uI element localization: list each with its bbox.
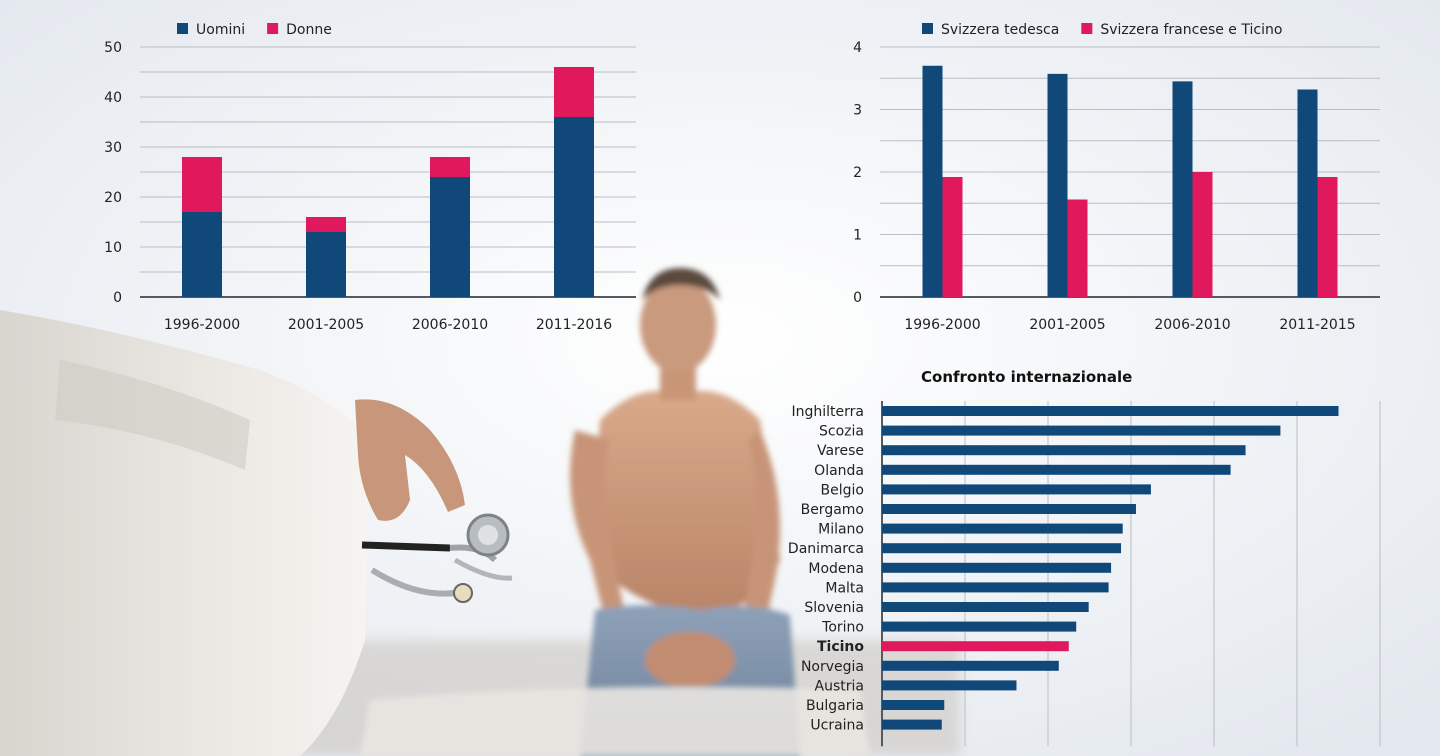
bar — [882, 582, 1109, 593]
x-tick-label: 2011-2015 — [1279, 317, 1355, 333]
bar-series-1 — [922, 65, 943, 297]
y-tick-label: 4 — [853, 40, 862, 56]
bar-series-2 — [1067, 199, 1088, 297]
category-label: Inghilterra — [792, 404, 865, 420]
bar-uomini — [182, 212, 222, 297]
legend-label: Uomini — [196, 22, 245, 38]
category-label: Scozia — [819, 424, 864, 440]
category-label: Danimarca — [788, 541, 864, 557]
y-tick-label: 0 — [113, 290, 122, 306]
category-label: Malta — [825, 580, 864, 596]
bar-highlight — [882, 641, 1069, 652]
legend-label: Svizzera tedesca — [941, 22, 1059, 38]
legend-swatch — [1081, 23, 1093, 34]
bar — [882, 700, 945, 710]
y-tick-label: 30 — [104, 140, 122, 156]
bar-series-1 — [1172, 81, 1193, 297]
category-label: Torino — [821, 620, 864, 636]
bar — [882, 562, 1112, 573]
x-tick-label: 2011-2016 — [536, 317, 612, 333]
y-tick-label: 40 — [104, 90, 122, 106]
x-tick-label: 2006-2010 — [412, 317, 488, 333]
y-tick-label: 10 — [104, 240, 122, 256]
chart-title: Confronto internazionale — [921, 368, 1132, 386]
legend-swatch — [267, 23, 279, 34]
bar — [882, 621, 1077, 632]
bar — [882, 543, 1122, 554]
bar-series-2 — [1317, 177, 1338, 297]
chart-cases-by-sex: 0 10 20 30 40 50 1996-2000 2001-2005 2006-2010 20… — [104, 22, 636, 333]
bar — [882, 406, 1339, 416]
category-label: Slovenia — [804, 600, 864, 616]
bar — [882, 660, 1059, 671]
table-edge — [360, 686, 870, 756]
x-tick-label: 2001-2005 — [1029, 317, 1105, 333]
category-label: Olanda — [814, 463, 864, 479]
bar-uomini — [554, 117, 594, 297]
x-tick-label: 2001-2005 — [288, 317, 364, 333]
bar — [882, 484, 1151, 495]
bar-series-1 — [1047, 73, 1068, 297]
stethoscope-icon — [361, 513, 513, 603]
y-tick-label: 20 — [104, 190, 122, 206]
category-label: Milano — [818, 522, 864, 538]
y-tick-label: 3 — [853, 103, 862, 119]
category-label: Varese — [817, 443, 864, 459]
x-tick-label: 1996-2000 — [904, 317, 980, 333]
y-tick-label: 50 — [104, 40, 122, 56]
bar-donne — [306, 217, 346, 232]
bar-donne — [430, 157, 470, 177]
category-label: Austria — [815, 678, 864, 694]
bar — [882, 445, 1246, 456]
doctor-hand — [355, 399, 465, 521]
category-label: Bulgaria — [806, 698, 864, 714]
bar-series-1 — [1297, 89, 1318, 297]
y-tick-label: 2 — [853, 165, 862, 181]
bar-donne — [182, 157, 222, 212]
bar — [882, 719, 942, 730]
bar-series-2 — [942, 177, 963, 297]
bar — [882, 602, 1089, 612]
category-label: Modena — [808, 561, 864, 577]
bar-uomini — [306, 232, 346, 297]
bar — [882, 523, 1123, 534]
category-label: Norvegia — [801, 659, 864, 675]
bar-donne — [554, 67, 594, 117]
legend-swatch — [922, 23, 933, 34]
chart-international-comparison: Confronto internazionale Inghilterra Scoz… — [788, 368, 1381, 747]
legend-swatch — [177, 23, 188, 34]
y-tick-label: 1 — [853, 228, 862, 244]
chart-national-comparison: 0 1 2 3 4 1996-2000 2001-2005 2006-2010 2011-201… — [853, 22, 1380, 333]
y-tick-label: 0 — [853, 290, 862, 306]
category-label: Belgio — [821, 482, 864, 498]
patient-figure — [570, 268, 800, 756]
legend-label: Svizzera francese e Ticino — [1100, 22, 1282, 38]
category-label: Bergamo — [801, 502, 864, 518]
bar-uomini — [430, 177, 470, 297]
legend-label: Donne — [286, 22, 332, 38]
bar — [882, 464, 1231, 475]
x-tick-label: 1996-2000 — [164, 317, 240, 333]
bar — [882, 680, 1017, 691]
x-tick-label: 2006-2010 — [1154, 317, 1230, 333]
category-label: Ucraina — [810, 718, 864, 734]
bar — [882, 504, 1136, 514]
bar — [882, 425, 1281, 436]
coat-fold — [55, 360, 250, 470]
category-label: Ticino — [817, 639, 864, 655]
bar-series-2 — [1192, 172, 1213, 297]
